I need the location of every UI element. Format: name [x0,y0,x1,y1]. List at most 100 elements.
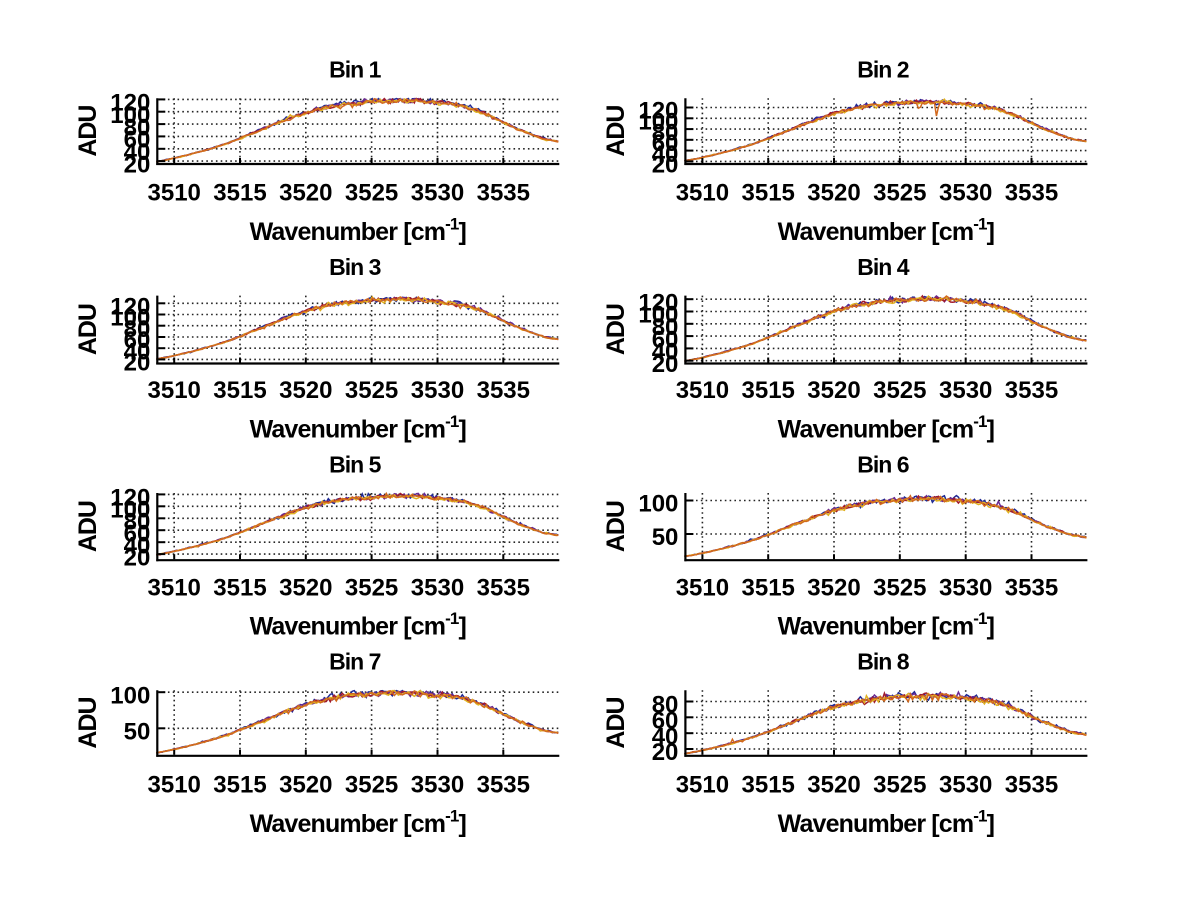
svg-text:3510: 3510 [676,377,729,404]
svg-text:3535: 3535 [477,574,530,601]
svg-text:100: 100 [638,302,678,329]
svg-text:3520: 3520 [279,772,332,799]
svg-text:3525: 3525 [873,772,926,799]
svg-text:3535: 3535 [1005,180,1058,207]
svg-text:ADU: ADU [74,501,102,552]
svg-text:40: 40 [652,339,679,366]
svg-text:3520: 3520 [807,377,860,404]
svg-text:3515: 3515 [742,377,795,404]
svg-text:80: 80 [652,692,679,719]
svg-text:3535: 3535 [477,180,530,207]
svg-text:Wavenumber [cm-1]: Wavenumber [cm-1] [778,609,994,641]
svg-text:ADU: ADU [602,106,630,157]
svg-text:100: 100 [110,682,150,709]
svg-text:3515: 3515 [213,377,266,404]
svg-text:Bin 7: Bin 7 [329,649,380,675]
svg-text:3530: 3530 [411,772,464,799]
svg-text:Bin 4: Bin 4 [857,254,909,280]
svg-text:40: 40 [124,532,151,559]
svg-text:ADU: ADU [602,501,630,552]
svg-text:60: 60 [652,326,679,353]
svg-text:3520: 3520 [807,772,860,799]
svg-text:Wavenumber [cm-1]: Wavenumber [cm-1] [250,609,466,641]
svg-text:3515: 3515 [742,772,795,799]
svg-text:3520: 3520 [807,574,860,601]
svg-text:3530: 3530 [939,574,992,601]
svg-text:3530: 3530 [939,772,992,799]
svg-text:3510: 3510 [148,377,201,404]
svg-text:3530: 3530 [939,180,992,207]
svg-text:3525: 3525 [345,377,398,404]
svg-text:20: 20 [124,350,151,377]
svg-text:80: 80 [652,314,679,341]
svg-text:60: 60 [652,708,679,735]
svg-text:3510: 3510 [148,772,201,799]
svg-text:3525: 3525 [345,574,398,601]
svg-text:100: 100 [110,497,150,524]
svg-text:3525: 3525 [345,772,398,799]
svg-text:3520: 3520 [279,180,332,207]
svg-text:3515: 3515 [213,574,266,601]
svg-text:3530: 3530 [411,180,464,207]
svg-text:Bin 8: Bin 8 [857,649,909,675]
svg-text:60: 60 [124,520,151,547]
svg-text:ADU: ADU [602,697,630,748]
svg-text:Bin 5: Bin 5 [329,451,381,477]
svg-text:3535: 3535 [1005,377,1058,404]
svg-text:80: 80 [124,114,151,141]
svg-text:3515: 3515 [213,772,266,799]
svg-text:3530: 3530 [411,377,464,404]
svg-text:Wavenumber [cm-1]: Wavenumber [cm-1] [778,215,994,247]
svg-text:3525: 3525 [873,377,926,404]
svg-text:50: 50 [652,524,679,551]
svg-text:ADU: ADU [74,106,102,157]
svg-text:60: 60 [124,327,151,354]
svg-text:Wavenumber [cm-1]: Wavenumber [cm-1] [250,412,466,444]
svg-text:3510: 3510 [676,180,729,207]
svg-text:3515: 3515 [742,180,795,207]
svg-text:Bin 2: Bin 2 [857,57,908,83]
svg-text:3510: 3510 [676,772,729,799]
svg-text:3510: 3510 [148,180,201,207]
svg-text:50: 50 [124,719,151,746]
svg-text:3535: 3535 [477,377,530,404]
svg-text:120: 120 [110,485,150,512]
svg-text:Wavenumber [cm-1]: Wavenumber [cm-1] [778,412,994,444]
svg-text:40: 40 [652,141,679,168]
svg-text:Bin 1: Bin 1 [329,57,381,83]
svg-text:3515: 3515 [742,574,795,601]
svg-text:Wavenumber [cm-1]: Wavenumber [cm-1] [250,215,466,247]
svg-text:3520: 3520 [279,574,332,601]
svg-text:80: 80 [124,316,151,343]
svg-text:3515: 3515 [213,180,266,207]
svg-text:20: 20 [652,152,679,179]
svg-text:Wavenumber [cm-1]: Wavenumber [cm-1] [250,807,466,839]
svg-text:Bin 6: Bin 6 [857,451,908,477]
svg-text:100: 100 [110,102,150,129]
svg-text:ADU: ADU [74,697,102,748]
svg-text:60: 60 [652,130,679,157]
svg-text:20: 20 [652,739,679,766]
svg-text:ADU: ADU [602,304,630,355]
svg-text:3530: 3530 [411,574,464,601]
svg-text:3525: 3525 [873,180,926,207]
svg-text:ADU: ADU [74,304,102,355]
svg-text:3520: 3520 [279,377,332,404]
svg-text:80: 80 [124,509,151,536]
svg-text:40: 40 [124,139,151,166]
svg-text:3535: 3535 [1005,772,1058,799]
svg-text:3530: 3530 [939,377,992,404]
svg-text:3510: 3510 [148,574,201,601]
svg-text:Wavenumber [cm-1]: Wavenumber [cm-1] [778,807,994,839]
svg-text:100: 100 [638,491,678,518]
svg-text:20: 20 [124,544,151,571]
svg-text:100: 100 [110,305,150,332]
svg-text:40: 40 [652,723,679,750]
svg-text:3525: 3525 [345,180,398,207]
svg-text:120: 120 [638,98,678,125]
svg-text:40: 40 [124,338,151,365]
svg-text:20: 20 [124,151,151,178]
svg-text:Bin 3: Bin 3 [329,254,380,280]
svg-text:20: 20 [652,351,679,378]
svg-text:3525: 3525 [873,574,926,601]
